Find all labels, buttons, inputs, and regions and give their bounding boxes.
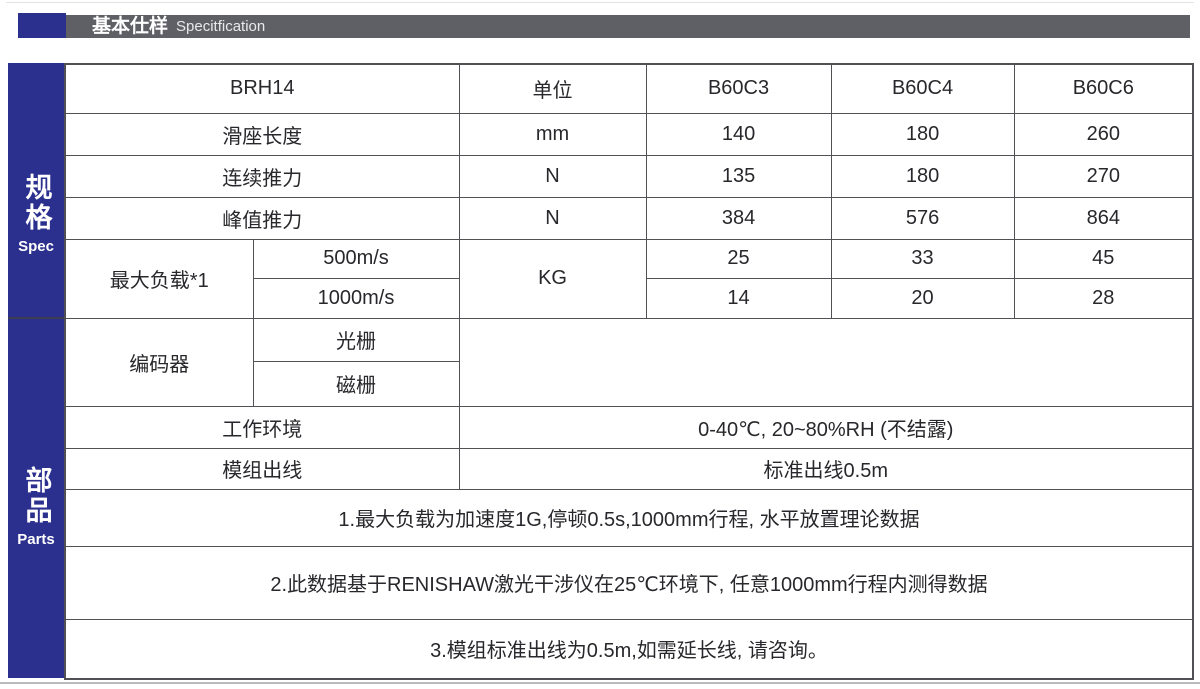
row-label: 连续推力 xyxy=(64,154,460,198)
value-cell: 25 xyxy=(645,238,832,279)
value-cell: 140 xyxy=(645,112,832,156)
encoder-label: 编码器 xyxy=(64,317,254,407)
table-row: 最大负载*1 500m/s KG 25 33 45 xyxy=(64,238,1194,319)
encoder-type-optical: 光栅 xyxy=(252,317,460,362)
sidebar-spec-label-en: Spec xyxy=(18,238,54,255)
max-load-sub-label: 500m/s xyxy=(252,238,460,279)
table-row: 2.此数据基于RENISHAW激光干涉仪在25℃环境下, 任意1000mm行程内… xyxy=(64,545,1194,620)
table-row: 模组出线 标准出线0.5m xyxy=(64,447,1194,490)
section-title-zh: 基本仕样 xyxy=(92,16,169,37)
table-row: 磁栅 xyxy=(65,360,1193,407)
max-load-unit: KG xyxy=(458,238,647,319)
value-cell: 384 xyxy=(645,196,832,240)
column-header-b60c6: B60C6 xyxy=(1013,63,1194,114)
row-unit: N xyxy=(458,196,647,240)
note-3: 3.模组标准出线为0.5m,如需延长线, 请咨询。 xyxy=(64,618,1194,680)
note-1: 1.最大负载为加速度1G,停顿0.5s,1000mm行程, 水平放置理论数据 xyxy=(64,488,1194,547)
row-label: 滑座长度 xyxy=(64,112,460,156)
bottom-hairline xyxy=(0,682,1200,684)
section-header-bar: 基本仕样 Specitfication xyxy=(66,15,1190,38)
banner-accent-block xyxy=(18,13,66,38)
table-row: 连续推力 N 135 180 270 xyxy=(64,154,1194,198)
value-cell: 260 xyxy=(1013,112,1194,156)
sidebar-section-parts: 部品 Parts xyxy=(8,317,64,678)
category-sidebar: 规格 Spec 部品 Parts xyxy=(8,63,64,680)
cable-label: 模组出线 xyxy=(64,447,460,490)
table-row: 编码器 光栅 xyxy=(64,317,1194,407)
value-cell: 864 xyxy=(1013,196,1194,240)
encoder-type-magnetic: 磁栅 xyxy=(252,360,460,407)
specification-table: BRH14 单位 B60C3 B60C4 B60C6 滑座长度 mm 140 1… xyxy=(64,63,1195,680)
max-load-sub-label: 1000m/s xyxy=(252,277,460,319)
value-cell: 20 xyxy=(830,277,1015,319)
value-cell: 33 xyxy=(830,238,1015,279)
row-unit: mm xyxy=(458,112,647,156)
value-cell: 576 xyxy=(830,196,1015,240)
value-cell: 135 xyxy=(645,154,832,198)
table-row: 1000m/s 14 20 28 xyxy=(65,277,1194,319)
table-row: BRH14 单位 B60C3 B60C4 B60C6 xyxy=(64,63,1194,114)
table-row: 1.最大负载为加速度1G,停顿0.5s,1000mm行程, 水平放置理论数据 xyxy=(64,488,1194,547)
sidebar-section-spec: 规格 Spec xyxy=(8,63,64,317)
column-header-b60c3: B60C3 xyxy=(645,63,832,114)
value-cell: 180 xyxy=(830,112,1015,156)
value-cell: 45 xyxy=(1013,238,1194,279)
value-cell: 28 xyxy=(1013,277,1194,319)
row-label: 峰值推力 xyxy=(64,196,460,240)
table-row: 滑座长度 mm 140 180 260 xyxy=(64,112,1194,156)
work-env-label: 工作环境 xyxy=(64,405,460,449)
table-row: 工作环境 0-40℃, 20~80%RH (不结露) xyxy=(64,405,1194,449)
column-header-b60c4: B60C4 xyxy=(830,63,1015,114)
value-cell: 14 xyxy=(645,277,832,319)
spec-sheet: 规格 Spec 部品 Parts BRH14 单位 B60C3 B60C4 B6… xyxy=(8,63,1195,680)
table-row: 3.模组标准出线为0.5m,如需延长线, 请咨询。 xyxy=(64,618,1194,680)
note-2: 2.此数据基于RENISHAW激光干涉仪在25℃环境下, 任意1000mm行程内… xyxy=(64,545,1194,620)
sidebar-spec-label-zh: 规格 xyxy=(21,173,52,233)
table-row: 峰值推力 N 384 576 864 xyxy=(64,196,1194,240)
encoder-value-cell xyxy=(458,317,1194,407)
top-hairline xyxy=(6,2,1194,3)
max-load-label: 最大负载*1 xyxy=(64,238,254,319)
value-cell: 270 xyxy=(1013,154,1194,198)
cable-value: 标准出线0.5m xyxy=(458,447,1194,490)
value-cell: 180 xyxy=(830,154,1015,198)
sidebar-parts-label-en: Parts xyxy=(17,530,55,548)
row-unit: N xyxy=(458,154,647,198)
sidebar-parts-label-zh: 部品 xyxy=(21,465,52,526)
model-series-cell: BRH14 xyxy=(64,63,460,114)
work-env-value: 0-40℃, 20~80%RH (不结露) xyxy=(458,405,1194,449)
unit-header-cell: 单位 xyxy=(458,63,647,114)
section-title-en: Specitfication xyxy=(176,18,266,35)
